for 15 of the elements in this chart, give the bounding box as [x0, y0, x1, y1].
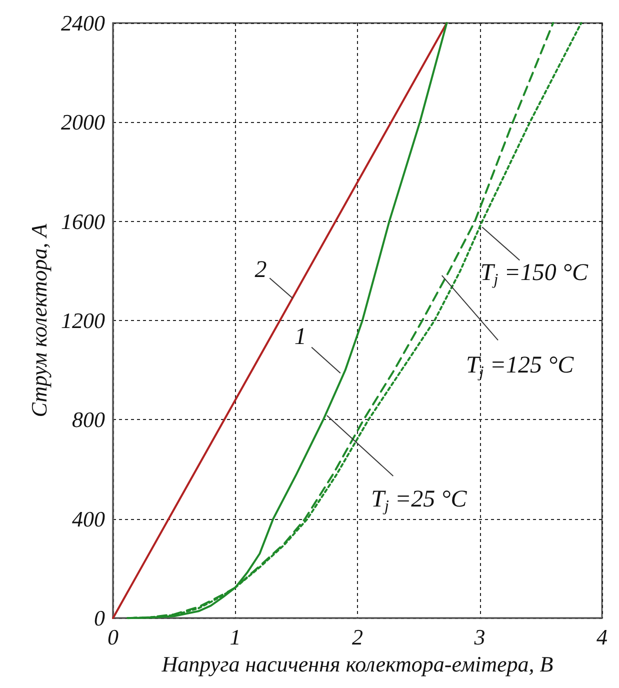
y-tick-label: 2400 — [61, 10, 105, 36]
x-tick-label: 2 — [352, 624, 363, 650]
annotation: 2 — [254, 257, 267, 284]
x-tick-label: 1 — [230, 624, 241, 650]
y-tick-label: 1600 — [61, 208, 105, 234]
annotation: 1 — [294, 324, 306, 350]
x-tick-label: 3 — [473, 624, 486, 650]
y-tick-label: 400 — [72, 506, 105, 532]
y-tick-label: 2000 — [61, 110, 105, 135]
y-tick-label: 800 — [72, 407, 105, 432]
x-axis-title: Напруга насичення колектора-емітера, В — [160, 652, 554, 676]
x-tick-label: 4 — [596, 624, 608, 650]
y-tick-label: 0 — [94, 606, 105, 631]
y-tick-label: 1200 — [61, 308, 105, 334]
y-axis-title: Струм колектора, А — [26, 223, 52, 418]
